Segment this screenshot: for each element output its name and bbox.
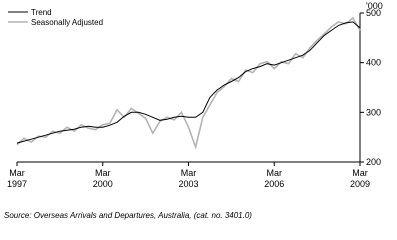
- source-note: Source: Overseas Arrivals and Departures…: [4, 211, 252, 220]
- y-tick-label: 500: [366, 8, 381, 18]
- x-tick-label: Mar 1997: [7, 168, 27, 189]
- series-line: [16, 16, 361, 150]
- x-tick-label: Mar 2000: [93, 168, 113, 189]
- y-tick-label: 300: [366, 107, 381, 117]
- x-tick-label: Mar 2006: [264, 168, 284, 189]
- y-tick-label: 400: [366, 58, 381, 68]
- chart: '000 Source: Overseas Arrivals and Depar…: [4, 1, 383, 220]
- x-tick-label: Mar 2009: [350, 168, 370, 189]
- legend-label: Seasonally Adjusted: [31, 18, 103, 27]
- x-tick-label: Mar 2003: [178, 168, 198, 189]
- legend-label: Trend: [31, 8, 52, 17]
- y-unit: '000: [366, 1, 383, 11]
- series-line: [16, 21, 361, 144]
- y-tick-label: 200: [366, 157, 381, 167]
